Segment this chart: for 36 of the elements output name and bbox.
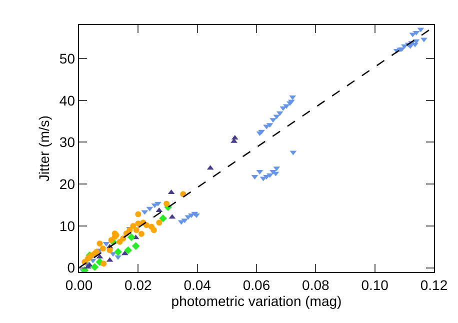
x-tick-label: 0.06 xyxy=(242,277,270,293)
point xyxy=(130,222,136,229)
point xyxy=(100,260,107,267)
x-axis-title: photometric variation (mag) xyxy=(171,293,342,309)
point xyxy=(132,242,140,250)
point xyxy=(154,202,162,206)
point xyxy=(114,248,122,256)
point xyxy=(135,220,142,226)
point xyxy=(159,214,167,222)
x-tick-label: 0.04 xyxy=(184,277,212,293)
x-tick-label: 0.10 xyxy=(361,277,389,293)
point xyxy=(138,230,144,237)
point xyxy=(148,224,154,230)
point xyxy=(90,263,99,271)
point xyxy=(156,220,162,226)
point xyxy=(108,237,114,244)
x-tick-label: 0.08 xyxy=(302,277,330,293)
x-tick-label: 0.12 xyxy=(420,277,448,293)
point xyxy=(135,211,142,218)
y-tick-label: 0 xyxy=(67,260,76,276)
point xyxy=(100,246,106,252)
y-tick-label: 20 xyxy=(59,176,76,192)
point xyxy=(127,233,136,242)
point xyxy=(133,227,140,234)
y-tick-label: 30 xyxy=(59,134,76,150)
point xyxy=(124,246,132,254)
y-tick-label: 40 xyxy=(59,92,76,108)
point xyxy=(96,240,103,247)
y-axis-title: Jitter (m/s) xyxy=(36,115,52,182)
point xyxy=(164,200,170,207)
point xyxy=(106,247,113,254)
y-tick-label: 10 xyxy=(59,218,76,234)
x-tick-label: 0.02 xyxy=(124,277,152,293)
point xyxy=(116,238,123,245)
y-tick-label: 50 xyxy=(59,50,76,66)
x-tick-label: 0.00 xyxy=(65,277,93,293)
